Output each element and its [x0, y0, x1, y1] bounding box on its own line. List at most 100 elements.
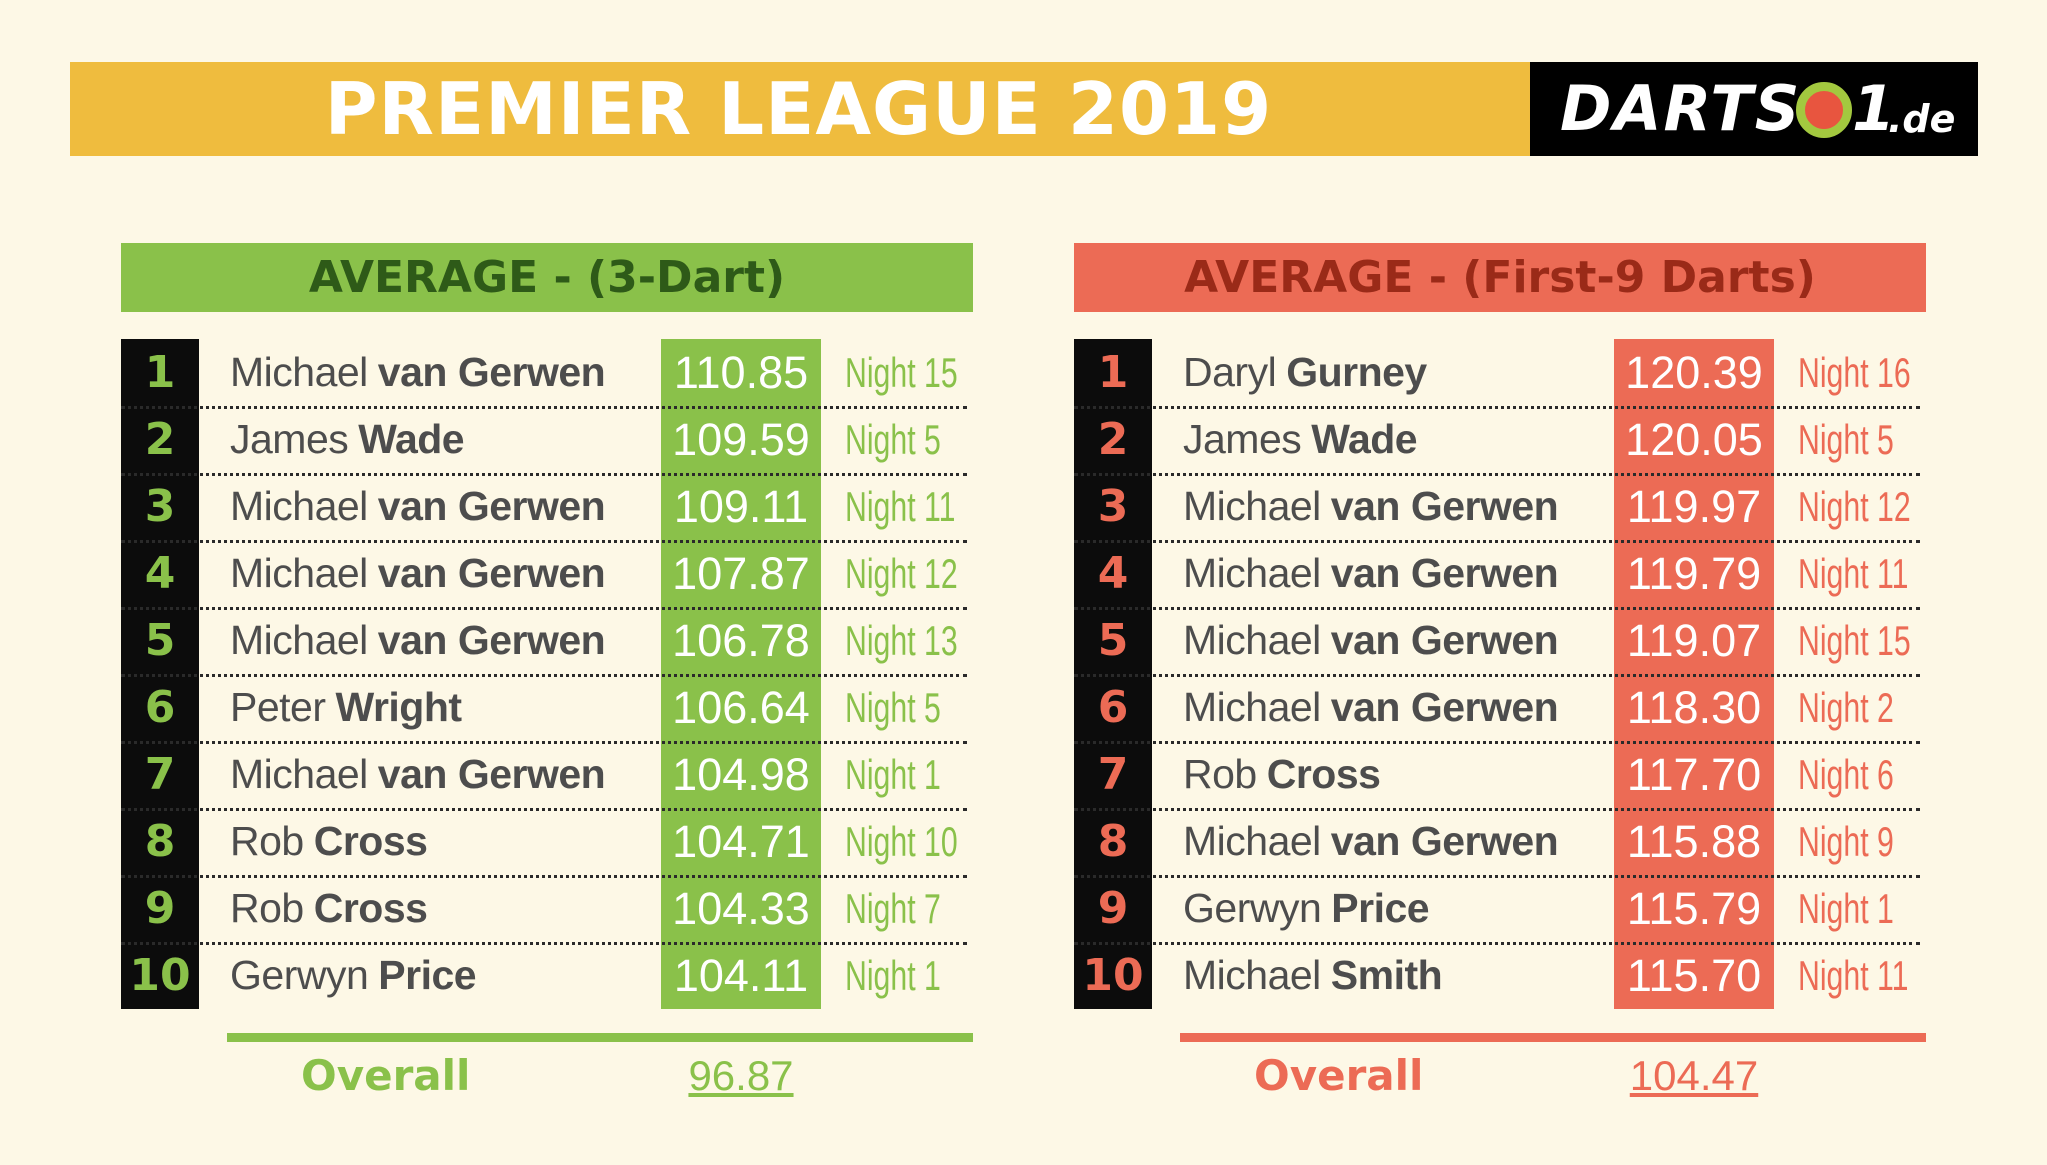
darts1-logo: DARTS 1 .de [1530, 62, 1978, 156]
player-first-name: James [230, 416, 349, 462]
rank-cell: 10 [129, 950, 191, 1001]
table-row: 10 Michael Smith 115.70 Night 11 [1074, 942, 1920, 1009]
player-cell: Rob Cross [230, 808, 428, 875]
night-cell: Night 5 [845, 684, 941, 731]
player-last-name: van Gerwen [1330, 818, 1559, 864]
player-last-name: van Gerwen [1330, 617, 1559, 663]
player-first-name: Gerwyn [230, 952, 369, 998]
rank-cell: 1 [144, 347, 176, 398]
rank-cell: 3 [144, 481, 176, 532]
player-last-name: van Gerwen [1330, 550, 1559, 596]
player-cell: Michael van Gerwen [230, 741, 606, 808]
player-last-name: van Gerwen [377, 349, 606, 395]
player-last-name: van Gerwen [1330, 483, 1559, 529]
player-last-name: van Gerwen [377, 483, 606, 529]
average-cell: 104.71 [672, 816, 810, 867]
night-cell: Night 12 [1798, 483, 1911, 530]
night-cell: Night 15 [1798, 617, 1911, 664]
overall-value: 96.87 [688, 1052, 794, 1099]
player-first-name: Daryl [1183, 349, 1277, 395]
overall-divider [227, 1033, 973, 1042]
player-first-name: Michael [230, 751, 368, 797]
player-first-name: Michael [1183, 617, 1321, 663]
table-row: 7 Michael van Gerwen 104.98 Night 1 [121, 741, 967, 811]
player-first-name: Michael [1183, 684, 1321, 730]
table-row: 8 Michael van Gerwen 115.88 Night 9 [1074, 808, 1920, 878]
player-last-name: Wade [358, 416, 465, 462]
player-cell: Gerwyn Price [1183, 875, 1430, 942]
player-last-name: Wright [335, 684, 463, 730]
table-row: 7 Rob Cross 117.70 Night 6 [1074, 741, 1920, 811]
rank-cell: 7 [1097, 749, 1129, 800]
average-cell: 115.70 [1626, 950, 1762, 1001]
player-last-name: Cross [313, 885, 428, 931]
average-cell: 107.87 [672, 548, 810, 599]
player-first-name: Rob [1183, 751, 1257, 797]
table-row: 4 Michael van Gerwen 119.79 Night 11 [1074, 540, 1920, 610]
rank-cell: 10 [1082, 950, 1144, 1001]
night-cell: Night 5 [1798, 416, 1894, 463]
logo-suffix: .de [1888, 97, 1956, 141]
average-cell: 106.64 [672, 682, 810, 733]
player-last-name: Cross [1266, 751, 1381, 797]
player-cell: Michael van Gerwen [230, 473, 606, 540]
player-first-name: Michael [230, 349, 368, 395]
player-last-name: Price [1331, 885, 1430, 931]
overall-divider [1180, 1033, 1926, 1042]
player-cell: Michael van Gerwen [1183, 607, 1559, 674]
player-cell: Michael van Gerwen [1183, 808, 1559, 875]
player-last-name: van Gerwen [1330, 684, 1559, 730]
rank-cell: 2 [144, 414, 176, 465]
player-first-name: Rob [230, 818, 304, 864]
table-row: 6 Peter Wright 106.64 Night 5 [121, 674, 967, 744]
logo-text: DARTS [1560, 72, 1802, 145]
player-first-name: Gerwyn [1183, 885, 1322, 931]
average-cell: 120.05 [1625, 414, 1763, 465]
page-title: PREMIER LEAGUE 2019 [324, 67, 1273, 151]
player-cell: Gerwyn Price [230, 942, 477, 1009]
player-first-name: Michael [1183, 550, 1321, 596]
night-cell: Night 16 [1798, 349, 1911, 396]
rank-cell: 7 [144, 749, 176, 800]
dartboard-icon [1796, 82, 1852, 138]
rank-cell: 5 [144, 615, 176, 666]
table-title: AVERAGE - (3-Dart) [121, 243, 973, 312]
average-cell: 118.30 [1626, 682, 1762, 733]
table-row: 1 Michael van Gerwen 110.85 Night 15 [121, 339, 967, 409]
rank-cell: 2 [1097, 414, 1129, 465]
table-row: 4 Michael van Gerwen 107.87 Night 12 [121, 540, 967, 610]
average-cell: 115.79 [1626, 883, 1762, 934]
player-cell: Peter Wright [230, 674, 462, 741]
player-last-name: Price [378, 952, 477, 998]
average-cell: 104.33 [672, 883, 810, 934]
night-cell: Night 15 [845, 349, 958, 396]
player-first-name: Rob [230, 885, 304, 931]
average-cell: 109.59 [672, 414, 810, 465]
player-cell: Rob Cross [230, 875, 428, 942]
night-cell: Night 1 [845, 952, 941, 999]
player-cell: Michael van Gerwen [1183, 674, 1559, 741]
rank-cell: 6 [144, 682, 176, 733]
table-3-dart-average: AVERAGE - (3-Dart) 1 Michael van Gerwen 110… [121, 243, 973, 1103]
rank-cell: 4 [144, 548, 176, 599]
rank-cell: 4 [1097, 548, 1129, 599]
player-cell: Michael van Gerwen [230, 607, 606, 674]
player-cell: Michael van Gerwen [1183, 473, 1559, 540]
table-row: 3 Michael van Gerwen 119.97 Night 12 [1074, 473, 1920, 543]
player-last-name: Smith [1330, 952, 1443, 998]
player-cell: Rob Cross [1183, 741, 1381, 808]
table-row: 6 Michael van Gerwen 118.30 Night 2 [1074, 674, 1920, 744]
rank-cell: 9 [1097, 883, 1129, 934]
table-row: 2 James Wade 120.05 Night 5 [1074, 406, 1920, 476]
average-cell: 119.97 [1626, 481, 1762, 532]
table-first-9-darts-average: AVERAGE - (First-9 Darts) 1 Daryl Gurney 12… [1074, 243, 1926, 1103]
table-row: 2 James Wade 109.59 Night 5 [121, 406, 967, 476]
player-first-name: Michael [1183, 818, 1321, 864]
rank-cell: 8 [144, 816, 176, 867]
player-cell: Daryl Gurney [1183, 339, 1427, 406]
table-row: 3 Michael van Gerwen 109.11 Night 11 [121, 473, 967, 543]
average-cell: 106.78 [672, 615, 810, 666]
average-cell: 110.85 [673, 347, 809, 398]
player-cell: Michael van Gerwen [1183, 540, 1559, 607]
night-cell: Night 9 [1798, 818, 1894, 865]
